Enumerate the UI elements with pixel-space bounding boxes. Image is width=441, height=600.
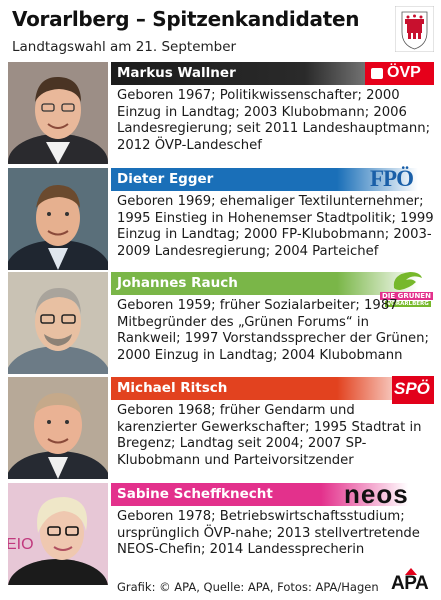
candidate-photo: EIO	[8, 483, 108, 585]
candidate-name-bar: Sabine Scheffknecht	[111, 483, 434, 506]
candidate-bio: Geboren 1969; ehemaliger Textilunternehm…	[117, 194, 434, 259]
candidate-card-rauch: Johannes Rauch DIE GRÜNEN VORARLBERG Geb…	[8, 272, 434, 374]
page-title: Vorarlberg – Spitzenkandidaten	[12, 7, 360, 31]
candidate-bio: Geboren 1968; früher Gendarm und karenzi…	[117, 403, 422, 468]
candidate-photo	[8, 168, 108, 270]
candidate-name: Michael Ritsch	[117, 380, 228, 396]
vorarlberg-coat-of-arms-icon	[395, 6, 434, 52]
svg-text:EIO: EIO	[8, 536, 34, 553]
gruene-leaf-icon	[393, 272, 422, 290]
candidate-name: Dieter Egger	[117, 171, 214, 187]
apa-logo: APA	[391, 568, 434, 595]
candidate-card-wallner: Markus Wallner ÖVP Geboren 1967; Politik…	[8, 62, 434, 164]
gruene-logo: DIE GRÜNEN VORARLBERG	[380, 270, 434, 310]
candidate-photo	[8, 377, 108, 479]
candidate-name: Sabine Scheffknecht	[117, 486, 273, 502]
spoe-logo: SPÖ	[392, 376, 434, 404]
candidate-card-scheffknecht: EIO Sabine Scheffknecht neos Geboren 197…	[8, 479, 434, 585]
fpoe-logo: FPÖ	[370, 166, 414, 191]
oevp-logo: ÖVP	[365, 62, 434, 85]
candidate-card-ritsch: Michael Ritsch SPÖ Geboren 1968; früher …	[8, 376, 434, 479]
neos-logo: neos	[344, 479, 409, 509]
candidate-card-egger: Dieter Egger FPÖ Geboren 1969; ehemalige…	[8, 166, 434, 270]
candidate-name-bar: Dieter Egger	[111, 168, 434, 191]
candidate-name-bar: Markus Wallner	[111, 62, 434, 85]
candidate-bio: Geboren 1978; Betriebswirtschaftsstudium…	[117, 509, 420, 558]
candidate-photo	[8, 62, 108, 164]
candidate-name: Johannes Rauch	[117, 275, 238, 291]
candidate-photo	[8, 272, 108, 374]
candidate-name: Markus Wallner	[117, 65, 236, 81]
candidate-name-bar: Johannes Rauch	[111, 272, 434, 295]
source-credit: Grafik: © APA, Quelle: APA, Fotos: APA/H…	[117, 580, 379, 594]
page-subtitle: Landtagswahl am 21. September	[12, 39, 237, 55]
candidate-bio: Geboren 1967; Politikwissenschafter; 200…	[117, 88, 431, 153]
candidate-bio: Geboren 1959; früher Sozialarbeiter; 198…	[117, 298, 429, 363]
candidate-name-bar: Michael Ritsch	[111, 377, 434, 400]
